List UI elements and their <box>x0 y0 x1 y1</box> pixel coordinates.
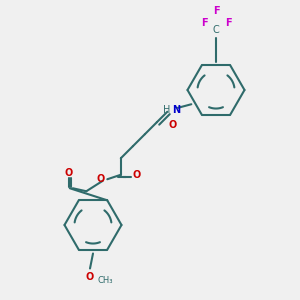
Text: H: H <box>163 105 170 115</box>
Text: F: F <box>225 17 231 28</box>
Text: CH₃: CH₃ <box>98 276 113 285</box>
Text: O: O <box>133 170 141 180</box>
Text: F: F <box>201 17 207 28</box>
Text: O: O <box>64 168 72 178</box>
Text: O: O <box>86 272 94 281</box>
Text: F: F <box>213 5 219 16</box>
Text: C: C <box>213 25 219 34</box>
Text: N: N <box>172 105 180 115</box>
Text: O: O <box>169 120 177 130</box>
Text: O: O <box>96 174 104 184</box>
